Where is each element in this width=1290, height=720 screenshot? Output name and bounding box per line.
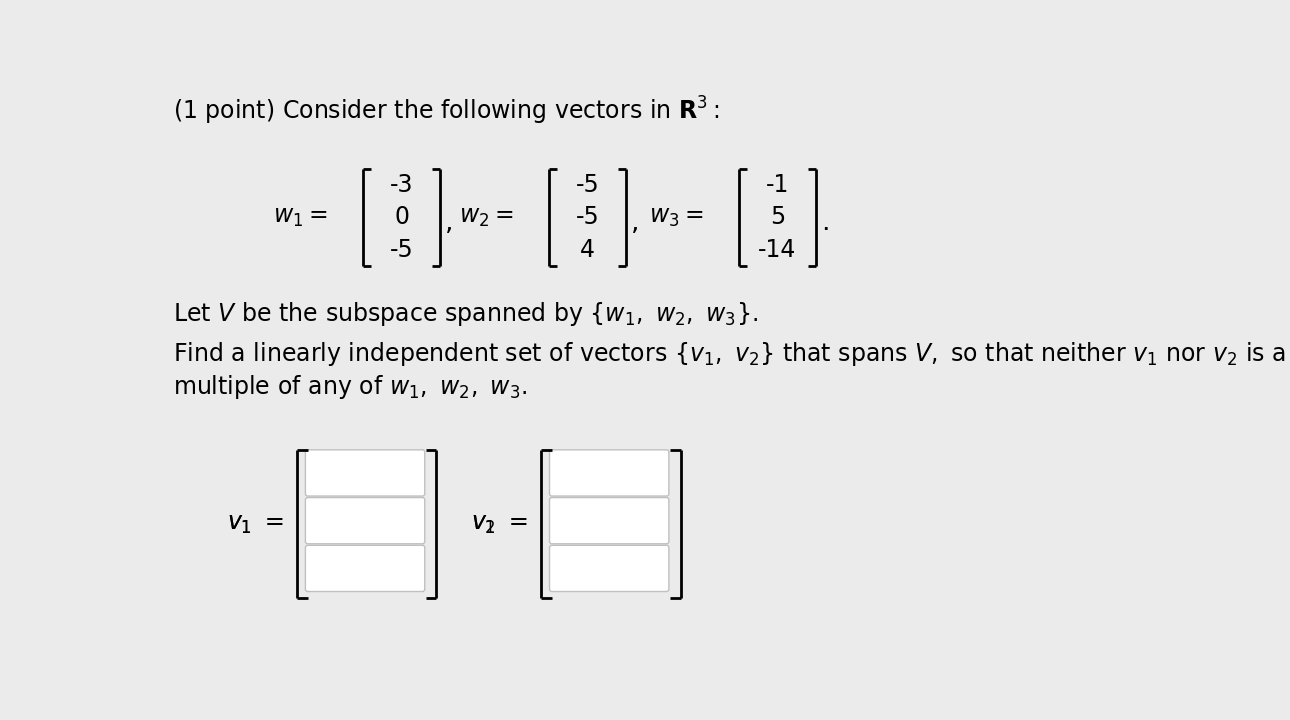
FancyBboxPatch shape [550,450,670,496]
FancyBboxPatch shape [306,545,424,592]
Text: $v_1\ =$: $v_1\ =$ [471,512,528,536]
Text: ,: , [631,210,640,236]
Text: $v_2\ =$: $v_2\ =$ [471,512,528,536]
Text: ,: , [445,210,453,236]
FancyBboxPatch shape [550,498,670,544]
FancyBboxPatch shape [306,450,424,496]
Text: -5: -5 [390,238,413,261]
FancyBboxPatch shape [550,545,670,592]
Text: 5: 5 [770,205,786,229]
Text: $v_1\ =$: $v_1\ =$ [227,512,284,536]
FancyBboxPatch shape [306,498,424,544]
Text: $w_2 =$: $w_2 =$ [459,205,513,229]
Text: -3: -3 [390,173,413,197]
Text: $w_1 =$: $w_1 =$ [273,205,328,229]
Text: $\mathrm{Find\ a\ linearly\ independent\ set\ of\ vectors\ }\{v_1,\ v_2\}\ \math: $\mathrm{Find\ a\ linearly\ independent\… [173,340,1290,368]
Text: $v_1\ =$: $v_1\ =$ [227,512,284,536]
Text: -14: -14 [759,238,796,261]
Text: -5: -5 [575,205,600,229]
Text: 0: 0 [393,205,409,229]
Text: $w_3 =$: $w_3 =$ [649,205,704,229]
Text: $\mathrm{Let}\ \mathit{V}\ \mathrm{be\ the\ subspace\ spanned\ by\ }\{w_1,\ w_2,: $\mathrm{Let}\ \mathit{V}\ \mathrm{be\ t… [173,300,759,328]
Text: -1: -1 [766,173,789,197]
Text: 4: 4 [580,238,595,261]
Text: .: . [820,210,829,236]
Text: $\mathrm{multiple\ of\ any\ of\ }w_1,\ w_2,\ w_3.$: $\mathrm{multiple\ of\ any\ of\ }w_1,\ w… [173,373,528,401]
Text: $(1\ \mathrm{point})\ \mathrm{Consider\ the\ following\ vectors\ in}\ \mathbf{R}: $(1\ \mathrm{point})\ \mathrm{Consider\ … [173,95,720,127]
Text: -5: -5 [575,173,600,197]
